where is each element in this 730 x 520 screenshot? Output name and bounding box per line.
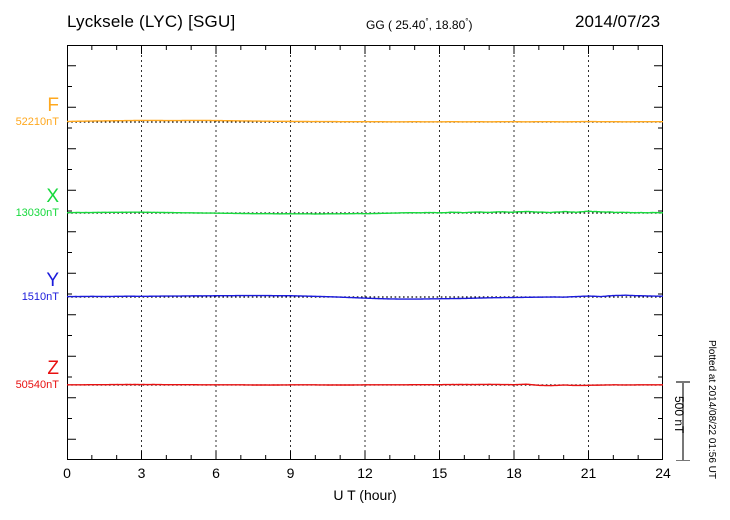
magnetogram-plot-area — [67, 45, 663, 460]
scale-bar-cap-bottom — [676, 459, 690, 461]
component-baseline-X: 13030nT — [15, 207, 59, 219]
scale-bar-cap-top — [676, 381, 690, 383]
geo-suffix: ) — [468, 18, 473, 32]
component-symbol-F: F — [47, 95, 59, 116]
component-label-Z: Z 50540nT — [0, 359, 59, 392]
x-axis-tick-labels: 0 3 6 9 12 15 18 21 24 — [63, 465, 671, 485]
component-label-F: F 52210nT — [0, 96, 59, 129]
geographic-coordinates: GG ( 25.40°, 18.80°) — [366, 17, 472, 32]
geo-mid: , 18.80 — [428, 18, 466, 32]
plotted-timestamp: Plotted at 2014/08/22 01:56 UT — [706, 340, 717, 479]
x-tick-label: 12 — [357, 465, 373, 481]
trace-Y — [67, 294, 663, 300]
page-title: Lycksele (LYC) [SGU] — [67, 12, 236, 31]
x-tick-label: 24 — [655, 465, 671, 481]
x-tick-label: 3 — [137, 465, 146, 481]
degree-symbol-lat: ° — [425, 17, 429, 26]
component-symbol-Z: Z — [47, 358, 59, 379]
x-tick-label: 15 — [431, 465, 448, 481]
observation-date: 2014/07/23 — [575, 12, 661, 31]
x-tick-label: 18 — [506, 465, 522, 481]
component-symbol-X: X — [46, 186, 59, 207]
scale-bar — [676, 381, 690, 461]
trace-F — [67, 119, 663, 123]
traces-svg — [67, 45, 663, 460]
scale-bar-label: 500 nT — [672, 396, 686, 434]
x-tick-label: 0 — [63, 465, 71, 481]
component-baseline-Y: 1510nT — [21, 291, 59, 303]
trace-X — [67, 210, 663, 215]
x-tick-label: 6 — [212, 465, 220, 481]
geo-prefix: GG ( 25.40 — [366, 18, 426, 32]
x-axis-title: U T (hour) — [333, 487, 397, 503]
scale-bar-line — [682, 381, 684, 461]
trace-Z — [67, 383, 663, 387]
component-baseline-F: 52210nT — [15, 116, 59, 128]
component-label-Y: Y 1510nT — [0, 271, 59, 304]
component-symbol-Y: Y — [46, 270, 59, 291]
component-label-X: X 13030nT — [0, 187, 59, 220]
x-tick-label: 9 — [286, 465, 295, 481]
component-baseline-Z: 50540nT — [15, 379, 59, 391]
degree-symbol-lon: ° — [465, 17, 469, 26]
x-tick-label: 21 — [580, 465, 597, 481]
